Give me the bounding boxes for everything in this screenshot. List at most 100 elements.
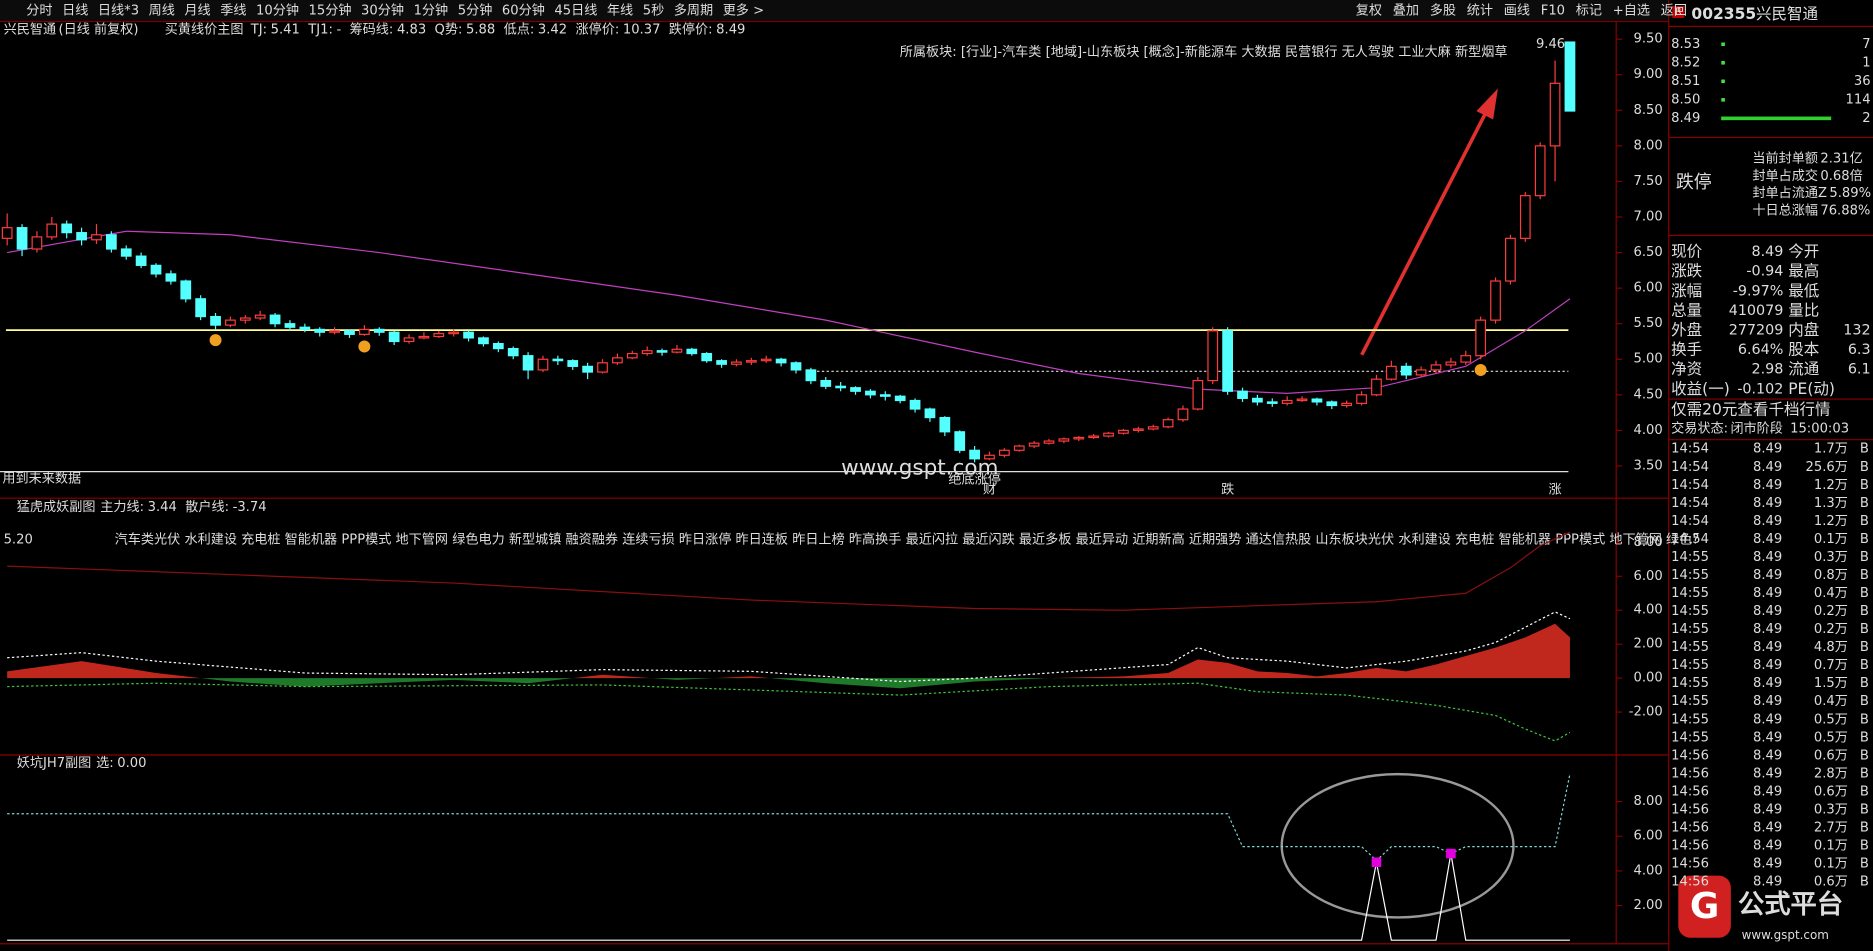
- tick-volume: 2.7万: [1814, 821, 1848, 836]
- tick-time: 14:55: [1671, 640, 1709, 655]
- status-label: 交易状态:: [1671, 419, 1728, 436]
- candle-body: [656, 350, 668, 353]
- tick-side: B: [1860, 514, 1869, 529]
- tool-button[interactable]: 叠加: [1393, 2, 1419, 18]
- tick-time: 14:55: [1671, 586, 1709, 601]
- header-label: TJ1:: [307, 22, 333, 37]
- candle-body: [1519, 195, 1531, 239]
- tool-button[interactable]: 画线: [1504, 2, 1530, 18]
- y-tick-label: 6.50: [1634, 245, 1663, 260]
- notice: 仅需20元查看千档行情: [1671, 400, 1830, 418]
- candle-body: [1356, 394, 1367, 404]
- tick-side: B: [1860, 694, 1869, 709]
- tick-price: 8.49: [1753, 784, 1782, 799]
- period-mode: (日线 前复权): [58, 20, 138, 37]
- stock-name: 兴民智通: [4, 21, 57, 37]
- ma-line: [7, 230, 1571, 394]
- period-tab[interactable]: 日线*3: [98, 2, 139, 18]
- candle-body: [626, 352, 638, 359]
- candle-body: [1266, 401, 1278, 404]
- period-tab[interactable]: 月线: [184, 2, 210, 18]
- period-tab[interactable]: 30分钟: [361, 1, 404, 18]
- tick-volume: 1.3万: [1814, 496, 1848, 511]
- spike-marker: [1446, 848, 1456, 859]
- tool-button[interactable]: 多股: [1430, 1, 1456, 18]
- tick-side: B: [1860, 568, 1869, 583]
- period-tab[interactable]: 5秒: [643, 2, 664, 18]
- candle-body: [403, 337, 415, 343]
- candle-body: [894, 395, 906, 402]
- tick-time: 14:56: [1671, 748, 1709, 763]
- candle-body: [76, 232, 87, 241]
- candle-body: [373, 328, 385, 333]
- tick-price: 8.49: [1753, 821, 1782, 836]
- tool-button[interactable]: 返回: [1661, 2, 1687, 18]
- tick-price: 8.49: [1753, 658, 1782, 673]
- candle-body: [1385, 365, 1397, 380]
- tick-time: 14:56: [1671, 839, 1709, 854]
- seal-label: 封单占成交: [1752, 167, 1818, 184]
- candle-body: [329, 330, 340, 333]
- period-tab[interactable]: 10分钟: [256, 1, 299, 18]
- logo-name: 公式平台: [1738, 889, 1843, 920]
- candle-body: [284, 323, 296, 328]
- stat-label: 今开: [1788, 243, 1819, 261]
- period-tab[interactable]: 日线: [62, 2, 88, 18]
- period-tab[interactable]: 45日线: [554, 2, 597, 18]
- tick-volume: 0.4万: [1814, 694, 1848, 709]
- candle-body: [984, 454, 995, 460]
- tick-price: 8.49: [1753, 676, 1782, 691]
- period-tab[interactable]: 1分钟: [414, 1, 449, 18]
- stat-value: 277209: [1729, 322, 1784, 338]
- signal-icon: [209, 334, 222, 347]
- candle-body: [567, 360, 579, 367]
- tick-side: B: [1860, 640, 1869, 655]
- candle-body: [344, 330, 355, 335]
- y-tick-label: 6.00: [1634, 281, 1663, 296]
- candle-body: [1564, 41, 1576, 112]
- stat-value: 6.64%: [1738, 342, 1784, 358]
- period-tab[interactable]: 季线: [220, 2, 246, 18]
- badge: R: [1675, 7, 1682, 18]
- period-tab[interactable]: 60分钟: [502, 1, 545, 18]
- tick-volume: 0.6万: [1814, 784, 1848, 799]
- tick-time: 14:54: [1671, 514, 1709, 529]
- period-tab[interactable]: 年线: [607, 2, 633, 18]
- book-price: 8.53: [1671, 37, 1700, 52]
- candle-body: [641, 350, 653, 355]
- period-tab[interactable]: 多周期: [674, 1, 713, 18]
- book-qty: 114: [1846, 92, 1871, 107]
- period-tab[interactable]: 15分钟: [309, 1, 352, 18]
- tool-button[interactable]: F10: [1541, 3, 1565, 18]
- candle-body: [1, 227, 13, 239]
- tick-price: 8.49: [1753, 766, 1782, 781]
- tool-button[interactable]: +自选: [1613, 2, 1650, 18]
- stat-value: 6.1: [1848, 362, 1871, 378]
- y-tick-label: 8.00: [1634, 138, 1663, 153]
- period-tab[interactable]: 分时: [26, 2, 52, 18]
- candle-body: [1252, 397, 1263, 403]
- candle-body: [180, 280, 192, 300]
- header-label: 筹码线:: [350, 20, 394, 37]
- header-value: 8.49: [716, 22, 745, 37]
- arrow-shaft: [1360, 109, 1489, 356]
- tick-time: 14:56: [1671, 802, 1709, 817]
- tick-price: 8.49: [1753, 514, 1782, 529]
- spike-line: [7, 853, 1570, 941]
- y-tick-label: 2.00: [1634, 637, 1663, 652]
- y-tick-label: 8.00: [1634, 794, 1663, 809]
- stock-code: 002355: [1691, 5, 1756, 23]
- tick-time: 14:56: [1671, 857, 1709, 872]
- candle-body: [969, 449, 980, 460]
- tool-button[interactable]: 标记: [1576, 2, 1602, 18]
- period-tab[interactable]: 5分钟: [458, 1, 493, 18]
- period-tab[interactable]: 更多 >: [723, 1, 764, 18]
- tick-volume: 0.6万: [1814, 875, 1848, 890]
- tick-side: B: [1860, 821, 1869, 836]
- tool-button[interactable]: 统计: [1467, 2, 1493, 18]
- tick-side: B: [1860, 460, 1869, 475]
- tick-volume: 1.2万: [1814, 478, 1848, 493]
- tool-button[interactable]: 复权: [1356, 1, 1382, 18]
- period-tab[interactable]: 周线: [149, 2, 175, 18]
- candle-body: [1430, 364, 1442, 371]
